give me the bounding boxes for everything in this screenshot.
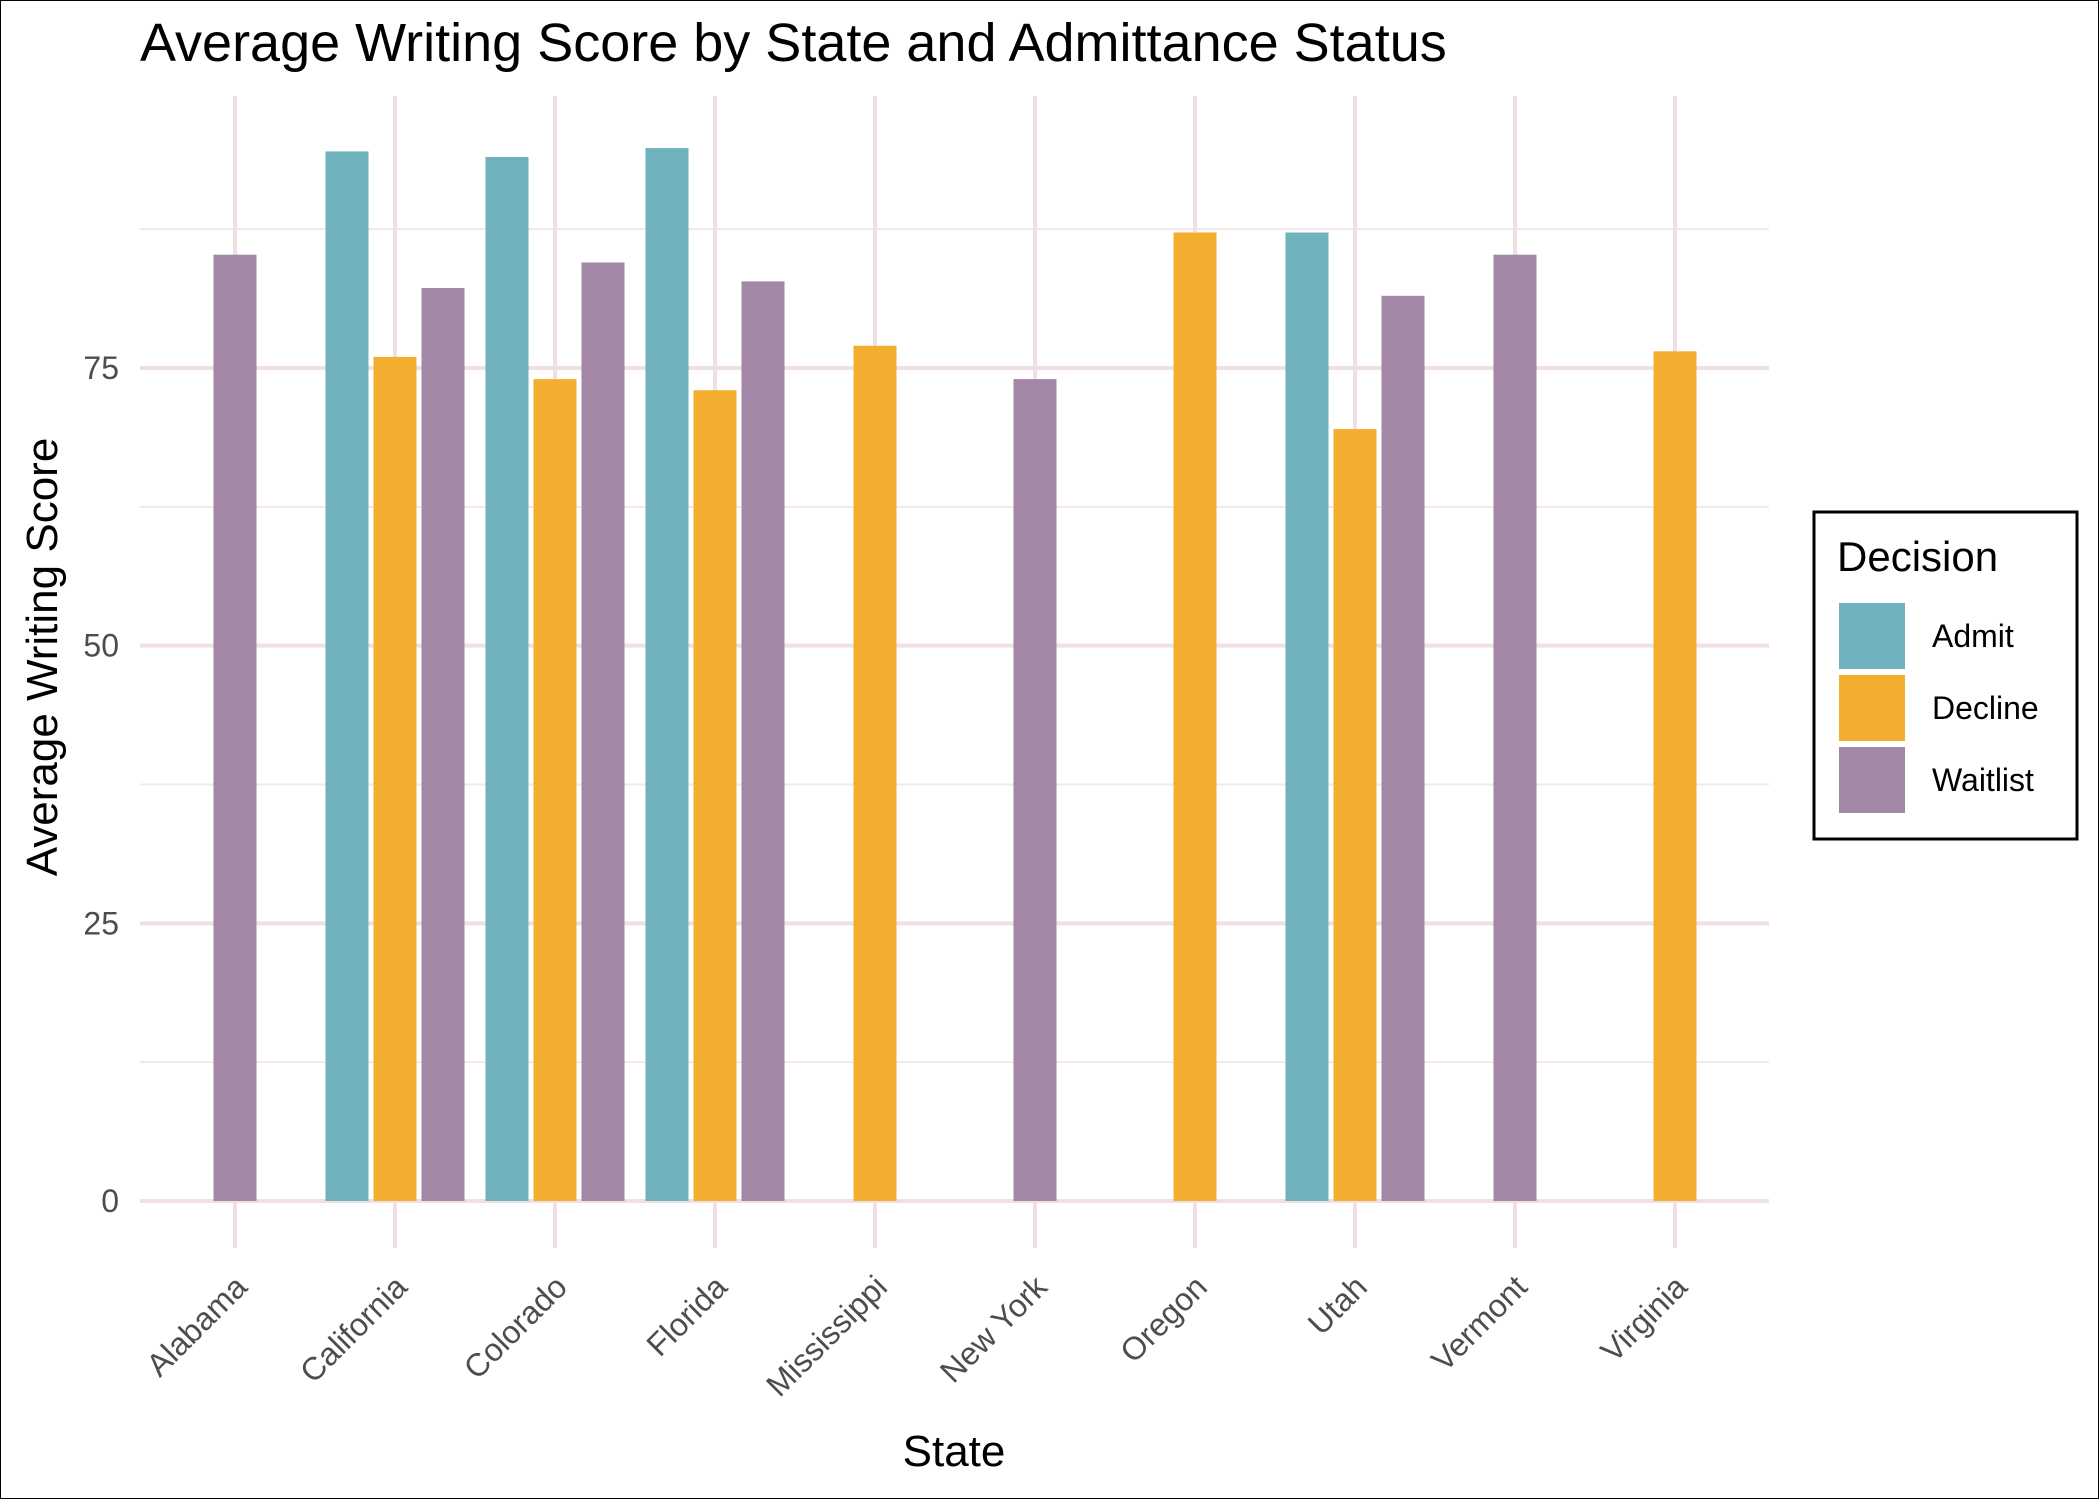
bar-decline-oregon	[1173, 232, 1217, 1202]
bar-waitlist-colorado	[581, 262, 625, 1201]
x-tick-label: California	[293, 1268, 414, 1389]
bar-decline-mississippi	[853, 345, 897, 1202]
legend-swatch-decline	[1839, 675, 1905, 741]
bar-waitlist-new-york	[1013, 379, 1057, 1201]
bar-waitlist-florida	[741, 281, 785, 1201]
chart-title: Average Writing Score by State and Admit…	[140, 13, 1447, 73]
y-axis-title: Average Writing Score	[18, 438, 67, 877]
bar-waitlist-utah	[1381, 295, 1425, 1202]
x-tick-label: Vermont	[1424, 1268, 1534, 1378]
x-tick-label: Mississippi	[759, 1268, 894, 1403]
bar-admit-colorado	[485, 156, 529, 1201]
bar-admit-california	[325, 151, 369, 1201]
bar-decline-florida	[693, 390, 737, 1201]
legend-title: Decision	[1837, 533, 1998, 580]
legend-label-waitlist: Waitlist	[1932, 762, 2034, 798]
x-axis-ticks: Alabama California Colorado Florida Mississi…	[139, 1268, 1694, 1404]
legend: Decision Admit Decline Waitlist	[1812, 510, 2079, 841]
x-tick-label: Utah	[1301, 1268, 1374, 1341]
bar-admit-florida	[645, 148, 689, 1201]
bar-decline-virginia	[1653, 351, 1697, 1202]
y-tick-label: 0	[101, 1183, 119, 1219]
bar-admit-utah	[1285, 232, 1329, 1202]
legend-label-admit: Admit	[1932, 618, 2014, 654]
bar-waitlist-alabama	[213, 254, 257, 1201]
y-tick-label: 50	[83, 628, 119, 664]
x-tick-label: Virginia	[1593, 1268, 1694, 1369]
bar-decline-utah	[1333, 429, 1377, 1201]
bar-decline-california	[373, 356, 417, 1202]
bar-waitlist-california	[421, 288, 465, 1202]
bar-decline-colorado	[533, 379, 577, 1201]
y-axis-ticks: 0 25 50 75	[83, 350, 119, 1219]
x-tick-label: Florida	[639, 1268, 734, 1363]
legend-items: Admit Decline Waitlist	[1839, 603, 2039, 813]
x-tick-label: Colorado	[457, 1268, 574, 1385]
legend-swatch-waitlist	[1839, 747, 1905, 813]
x-tick-label: Alabama	[139, 1268, 254, 1383]
x-axis-title: State	[903, 1427, 1006, 1476]
legend-swatch-admit	[1839, 603, 1905, 669]
y-tick-label: 25	[83, 905, 119, 941]
bars	[213, 148, 1697, 1202]
bar-waitlist-vermont	[1493, 254, 1537, 1201]
x-tick-label: Oregon	[1113, 1268, 1214, 1369]
y-tick-label: 75	[83, 350, 119, 386]
x-tick-label: New York	[933, 1268, 1055, 1390]
legend-label-decline: Decline	[1932, 690, 2039, 726]
